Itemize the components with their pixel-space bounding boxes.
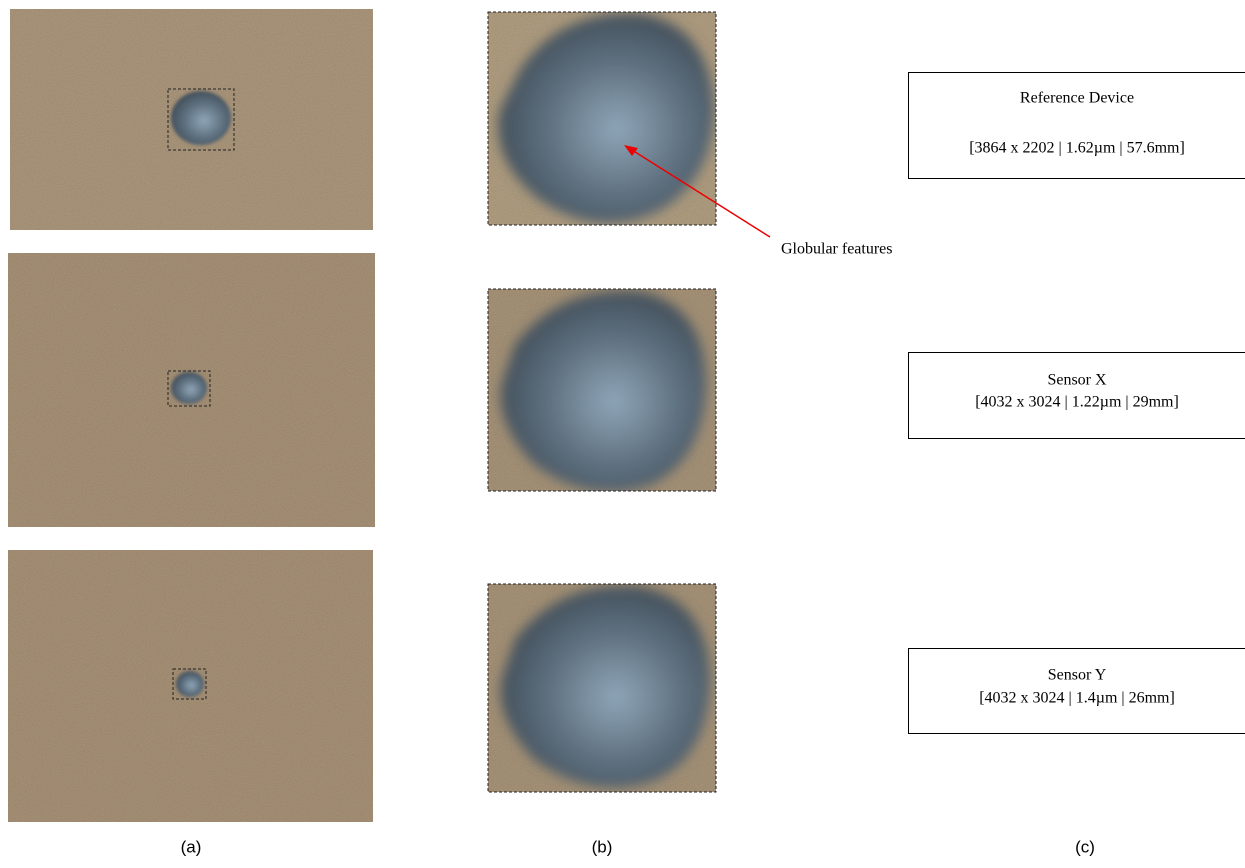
annotation-label: Globular features [781,241,893,258]
device-specs: [4032 x 3024 | 1.22µm | 29mm] [975,394,1179,411]
device-name: Sensor X [1047,372,1107,389]
spec-box: Sensor Y [4032 x 3024 | 1.4µm | 26mm] [909,649,1245,734]
full-image [10,9,373,230]
column-label: (a) [181,837,202,856]
spec-box: Reference Device [3864 x 2202 | 1.62µm |… [909,73,1245,179]
figure: Globular features Reference Device [3864… [0,0,1245,868]
column-label: (b) [592,837,613,856]
crop-image [488,12,716,225]
crop-image [488,584,716,792]
full-image [8,253,375,527]
spec-box: Sensor X [4032 x 3024 | 1.22µm | 29mm] [909,353,1245,439]
full-image [8,550,373,822]
device-name: Reference Device [1020,90,1134,107]
device-name: Sensor Y [1048,667,1107,684]
column-label: (c) [1075,837,1095,856]
device-specs: [4032 x 3024 | 1.4µm | 26mm] [979,690,1175,707]
crop-image [488,289,716,492]
device-specs: [3864 x 2202 | 1.62µm | 57.6mm] [969,140,1185,157]
